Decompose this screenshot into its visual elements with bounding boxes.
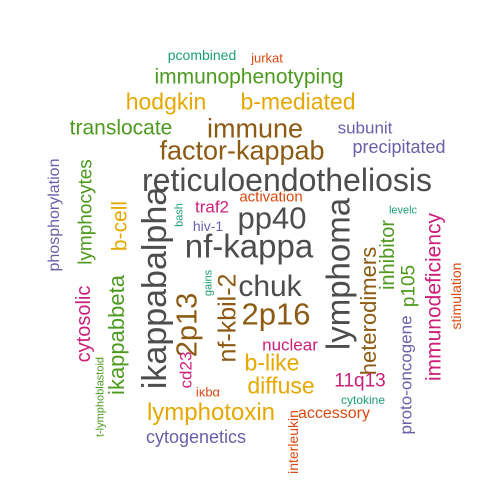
word-lymphotoxin: lymphotoxin <box>146 399 276 426</box>
word-subunit: subunit <box>337 118 393 138</box>
word-proto-oncogene: proto-oncogene <box>396 315 416 435</box>
word-hodgkin: hodgkin <box>125 88 207 115</box>
word-immunophenotyping: immunophenotyping <box>154 65 344 89</box>
word-nf-kappa: nf-kappa <box>184 227 314 265</box>
word-hiv-1: hiv-1 <box>192 218 224 234</box>
word-p105: p105 <box>398 264 420 308</box>
word-ikba: iκbα <box>195 384 221 400</box>
word-2p13: 2p13 <box>171 292 204 358</box>
word-pp40: pp40 <box>237 200 307 236</box>
word-bash: bash <box>173 203 186 227</box>
word-b-cell: b-cell <box>108 200 132 252</box>
word-levelc: levelc <box>388 204 418 217</box>
word-lymphoma: lymphoma <box>319 197 357 351</box>
word-cytogenetics: cytogenetics <box>145 427 247 447</box>
word-lymphocytes: lymphocytes <box>75 159 97 265</box>
word-chuk: chuk <box>238 270 302 303</box>
word-jurkat: jurkat <box>251 50 283 66</box>
word-diffuse: diffuse <box>247 372 315 399</box>
word-translocate: translocate <box>69 116 173 140</box>
word-b-mediated: b-mediated <box>240 88 356 115</box>
word-immune: immune <box>206 113 304 144</box>
word-inhibitor: inhibitor <box>377 219 399 291</box>
word-precipitated: precipitated <box>352 137 446 157</box>
word-reticuloendotheliosis: reticuloendotheliosis <box>142 162 432 198</box>
word-traf2: traf2 <box>194 197 230 217</box>
word-2p16: 2p16 <box>241 296 311 332</box>
word-activation: activation <box>239 188 303 206</box>
word-nf-kbil-2: nf-kbil-2 <box>213 273 242 363</box>
word-interleukin: interleukin <box>285 410 301 474</box>
word-11q13: 11q13 <box>334 370 386 392</box>
word-phosphorylation: phosphorylation <box>46 158 63 272</box>
word-immunodeficiency: immunodeficiency <box>422 212 446 382</box>
word-b-like: b-like <box>244 349 300 376</box>
word-t-lymphoblastoid: t-lymphoblastoid <box>94 356 107 438</box>
word-nuclear: nuclear <box>262 335 318 355</box>
word-heterodimers: heterodimers <box>356 246 381 376</box>
word-cd23: cd23 <box>176 351 196 389</box>
word-ikappabalpha: ikappabalpha <box>136 186 174 390</box>
word-accessory: accessory <box>297 405 371 422</box>
word-stimulation: stimulation <box>448 262 464 330</box>
word-ikappabbeta: ikappabbeta <box>104 275 129 395</box>
word-cytokine: cytokine <box>340 393 386 407</box>
word-cytosolic: cytosolic <box>73 285 95 363</box>
word-factor-kappab: factor-kappab <box>159 135 325 166</box>
word-pcombined: pcombined <box>167 47 237 63</box>
